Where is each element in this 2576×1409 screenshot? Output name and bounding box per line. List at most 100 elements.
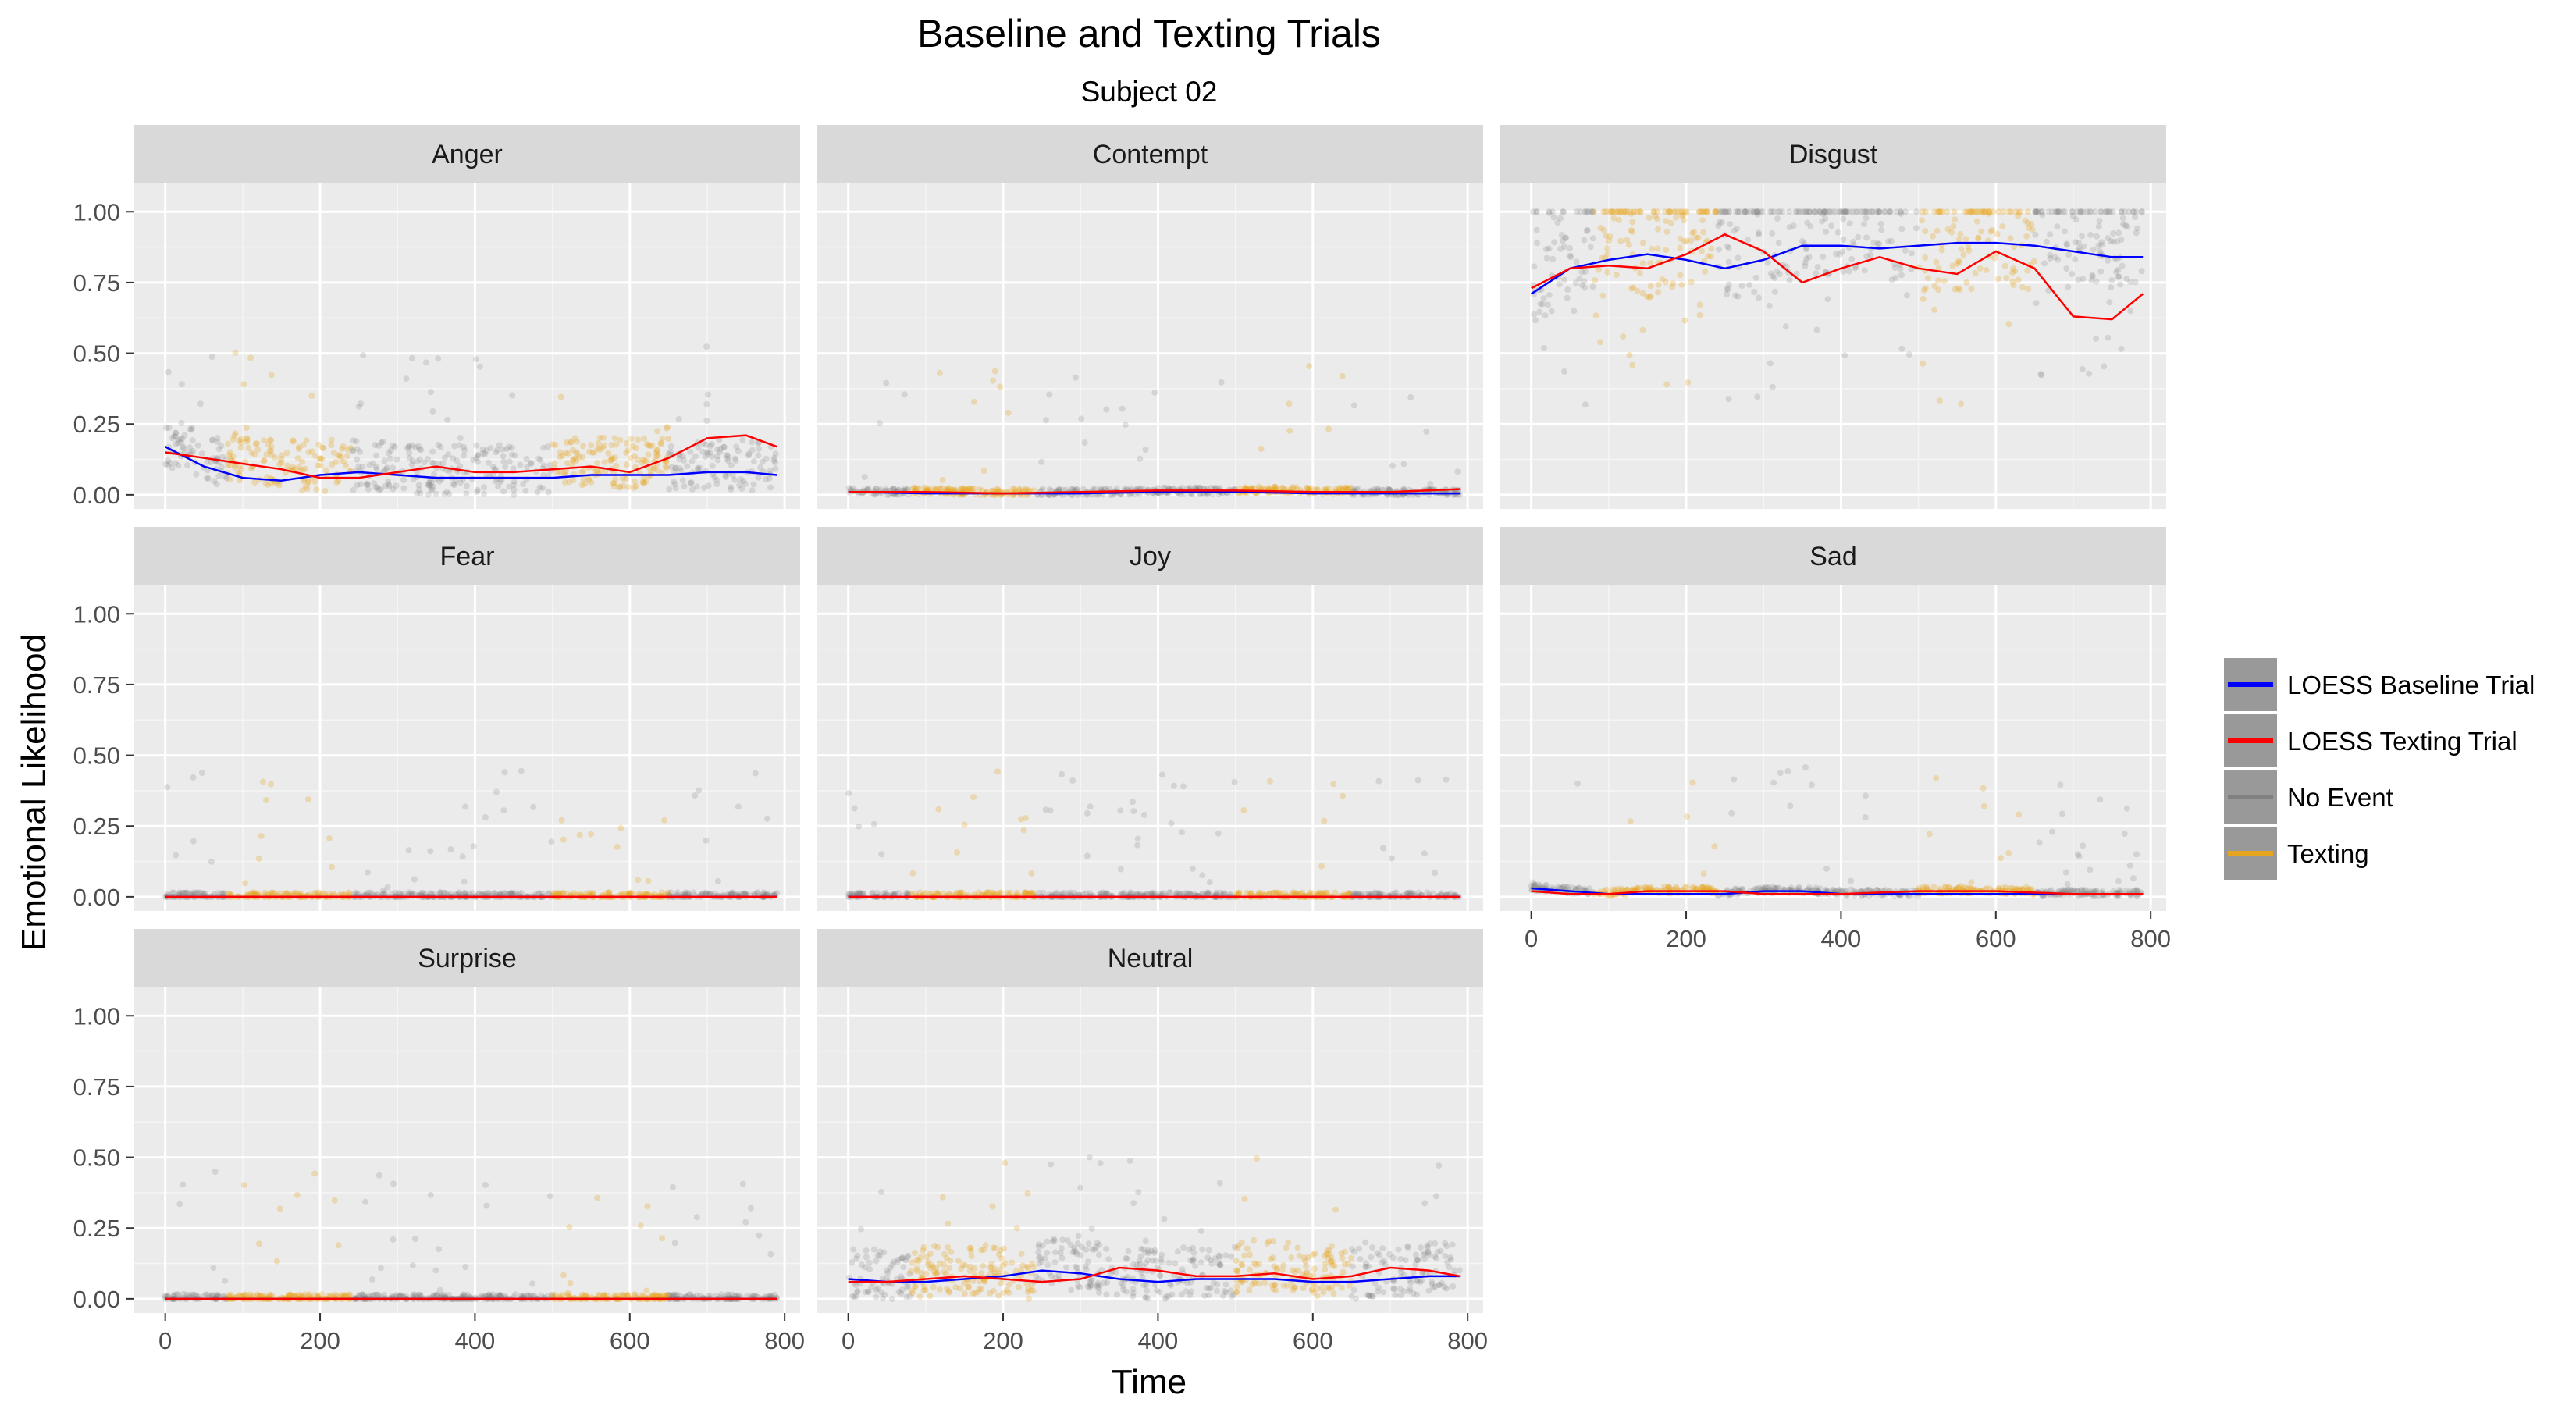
scatter-point — [1968, 879, 1974, 885]
scatter-point — [1941, 278, 1948, 284]
scatter-point — [254, 440, 260, 447]
scatter-point — [1731, 228, 1737, 234]
scatter-point — [1898, 346, 1905, 352]
scatter-point — [428, 486, 434, 493]
scatter-point — [462, 804, 468, 810]
scatter-point — [2062, 228, 2068, 234]
scatter-point — [1561, 368, 1567, 375]
scatter-point — [1873, 208, 1879, 215]
x-tick-label: 600 — [1976, 925, 2016, 952]
scatter-point — [1592, 277, 1598, 283]
scatter-point — [2025, 208, 2031, 215]
scatter-point — [2080, 244, 2087, 250]
scatter-point — [2110, 239, 2116, 245]
scatter-point — [1661, 884, 1667, 890]
scatter-point — [1871, 240, 1877, 246]
scatter-point — [1574, 259, 1580, 265]
scatter-point — [1823, 866, 1830, 872]
scatter-point — [1659, 276, 1665, 283]
scatter-point — [1802, 764, 1809, 770]
y-tick-label: 0.75 — [73, 671, 120, 699]
scatter-point — [236, 438, 242, 444]
scatter-point — [1697, 312, 1703, 318]
scatter-point — [564, 439, 570, 446]
scatter-point — [1939, 247, 1945, 253]
scatter-point — [687, 449, 693, 455]
scatter-point — [2028, 221, 2034, 227]
panel-plot-fear — [134, 585, 800, 911]
scatter-point — [558, 817, 564, 824]
scatter-point — [445, 451, 451, 457]
scatter-point — [617, 437, 623, 443]
scatter-point — [2033, 300, 2040, 306]
scatter-point — [354, 457, 360, 463]
scatter-point — [632, 453, 638, 459]
scatter-point — [262, 480, 269, 486]
scatter-point — [2127, 308, 2133, 314]
scatter-point — [1719, 219, 1725, 226]
scatter-point — [570, 457, 576, 463]
scatter-point — [1754, 393, 1760, 400]
scatter-point — [870, 890, 876, 896]
scatter-point — [320, 445, 326, 451]
scatter-point — [1934, 259, 1940, 265]
scatter-point — [957, 890, 963, 896]
scatter-point — [1584, 228, 1590, 234]
scatter-point — [1794, 208, 1800, 215]
scatter-point — [312, 453, 318, 459]
scatter-point — [318, 462, 324, 468]
scatter-point — [2044, 239, 2050, 245]
scatter-point — [2047, 231, 2053, 237]
scatter-point — [1407, 394, 1414, 400]
scatter-point — [1087, 803, 1094, 809]
scatter-point — [992, 368, 998, 375]
scatter-point — [1135, 836, 1141, 842]
scatter-point — [695, 465, 701, 471]
scatter-point — [2120, 215, 2126, 222]
scatter-point — [2024, 268, 2030, 274]
scatter-point — [1780, 208, 1786, 215]
scatter-point — [219, 464, 225, 470]
scatter-point — [617, 825, 624, 831]
scatter-point — [2113, 269, 2119, 276]
scatter-point — [1796, 884, 1802, 890]
scatter-point — [208, 859, 215, 865]
scatter-point — [357, 449, 363, 455]
scatter-point — [1629, 219, 1635, 225]
scatter-point — [1532, 882, 1538, 888]
scatter-point — [684, 463, 690, 469]
scatter-point — [1611, 215, 1617, 222]
scatter-point — [2110, 230, 2116, 237]
scatter-point — [611, 435, 617, 441]
scatter-point — [268, 452, 274, 458]
scatter-point — [1640, 290, 1646, 297]
scatter-point — [231, 432, 237, 439]
scatter-point — [1733, 208, 1739, 215]
scatter-point — [301, 478, 307, 484]
scatter-point — [364, 481, 370, 487]
scatter-point — [766, 475, 772, 482]
scatter-point — [256, 856, 262, 862]
scatter-point — [902, 391, 908, 397]
scatter-point — [1043, 417, 1049, 423]
scatter-point — [1963, 236, 1969, 242]
scatter-point — [1571, 308, 1577, 314]
scatter-point — [469, 476, 475, 482]
scatter-point — [1675, 208, 1681, 215]
scatter-point — [738, 486, 745, 492]
scatter-point — [511, 465, 517, 471]
scatter-point — [346, 889, 352, 895]
scatter-point — [1347, 485, 1354, 491]
scatter-point — [369, 1276, 375, 1283]
scatter-point — [2087, 208, 2094, 215]
scatter-point — [614, 844, 621, 850]
scatter-point — [179, 436, 185, 442]
scatter-point — [1620, 333, 1626, 340]
scatter-point — [2072, 256, 2078, 262]
x-tick-label: 200 — [1666, 925, 1706, 952]
scatter-point — [1582, 208, 1589, 215]
scatter-point — [1683, 237, 1689, 244]
scatter-point — [1767, 303, 1773, 309]
scatter-point — [537, 484, 543, 490]
scatter-point — [663, 464, 669, 470]
